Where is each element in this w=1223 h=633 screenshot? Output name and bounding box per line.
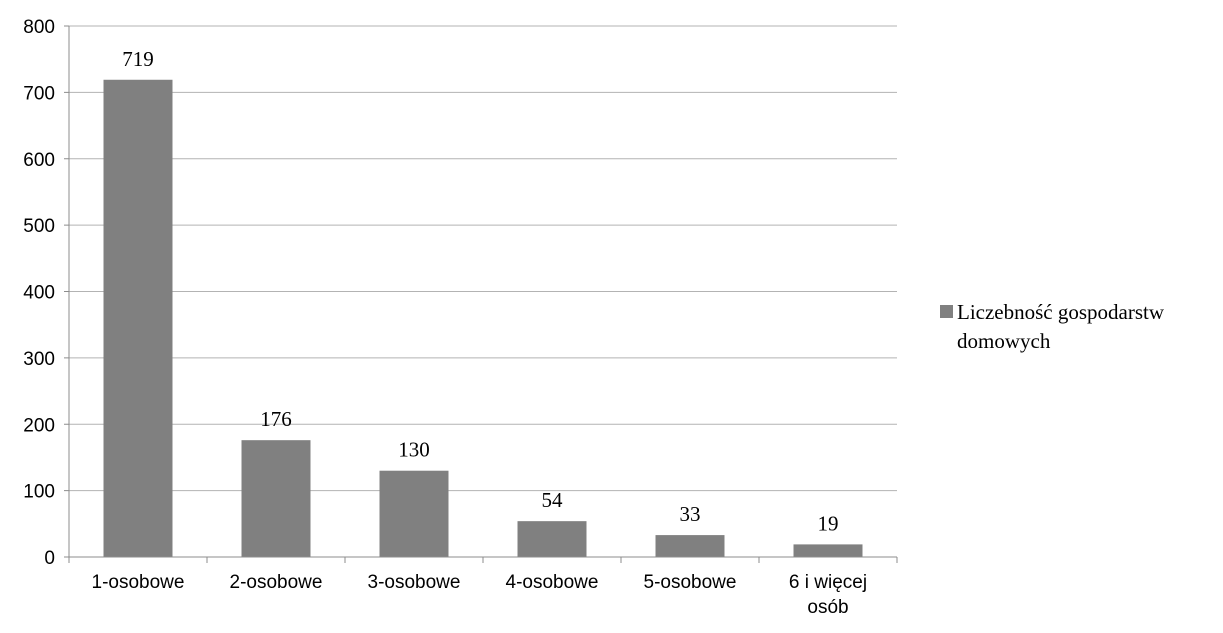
legend-label-line: Liczebność gospodarstw <box>957 300 1165 324</box>
x-tick-label: 6 i więcej osób <box>789 572 867 618</box>
gridlines <box>69 25 897 492</box>
x-axis-ticks: 1-osobowe 2-osobowe 3-osobowe 4-osobowe 5-os… <box>92 572 868 618</box>
bar <box>793 544 863 557</box>
x-tick-label: 3-osobowe <box>368 572 461 593</box>
legend-label: Liczebność gospodarstw domowych <box>957 300 1169 353</box>
y-tick-label: 300 <box>23 349 55 370</box>
x-tick-label-line: osób <box>807 597 848 618</box>
x-tick-label: 5-osobowe <box>644 572 737 593</box>
data-label: 719 <box>122 47 154 71</box>
y-tick-label: 0 <box>44 548 55 569</box>
data-label: 130 <box>398 438 430 462</box>
legend-swatch <box>940 305 953 318</box>
bar <box>655 535 725 557</box>
legend: Liczebność gospodarstw domowych <box>940 300 1169 353</box>
legend-label-line: domowych <box>957 329 1051 353</box>
x-tick-label: 2-osobowe <box>230 572 323 593</box>
bars <box>103 79 863 558</box>
bar <box>517 521 587 557</box>
y-tick-label: 800 <box>23 17 55 38</box>
y-axis-ticks: 0 100 200 300 400 500 600 700 800 <box>23 17 55 569</box>
data-label: 33 <box>680 502 701 526</box>
x-tick-label-line: 4-osobowe <box>506 572 599 593</box>
bar <box>103 79 173 558</box>
data-label: 176 <box>260 407 292 431</box>
data-label: 19 <box>818 511 839 535</box>
bar <box>379 470 449 557</box>
data-label: 54 <box>542 488 564 512</box>
x-tick-label: 1-osobowe <box>92 572 185 593</box>
y-tick-label: 700 <box>23 83 55 104</box>
y-tick-label: 200 <box>23 415 55 436</box>
x-tick-label-line: 1-osobowe <box>92 572 185 593</box>
y-tick-label: 100 <box>23 482 55 503</box>
x-tick-label-line: 3-osobowe <box>368 572 461 593</box>
x-tick-label-line: 5-osobowe <box>644 572 737 593</box>
bar <box>241 440 311 557</box>
y-tick-label: 400 <box>23 283 55 304</box>
x-tick-label-line: 2-osobowe <box>230 572 323 593</box>
y-tick-label: 500 <box>23 216 55 237</box>
axes <box>64 25 898 563</box>
data-labels: 719 176 130 54 33 19 <box>122 47 838 536</box>
y-tick-label: 600 <box>23 150 55 171</box>
x-tick-label: 4-osobowe <box>506 572 599 593</box>
x-tick-label-line: 6 i więcej <box>789 572 867 593</box>
